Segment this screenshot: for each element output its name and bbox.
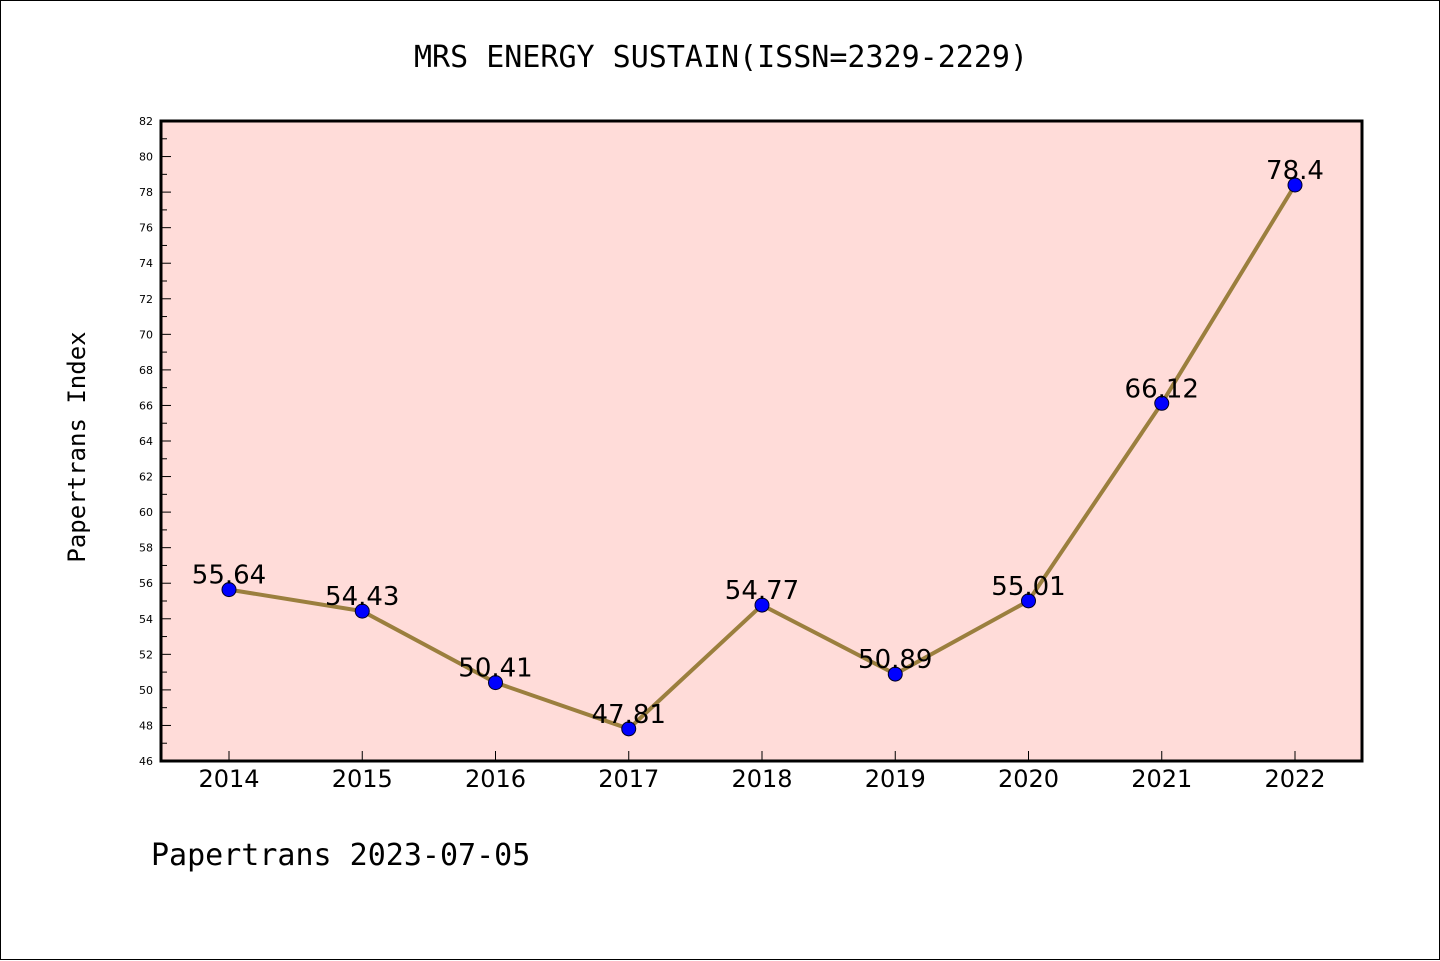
series <box>221 177 1303 737</box>
x-tick-label: 2020 <box>998 765 1059 793</box>
data-point <box>1287 177 1303 193</box>
y-tick-label: 68 <box>139 364 153 377</box>
data-label: 78.4 <box>1266 156 1324 186</box>
y-tick-label: 80 <box>139 151 153 164</box>
plot-area <box>161 121 1362 761</box>
y-tick-label: 72 <box>139 293 153 306</box>
y-tick-label: 64 <box>139 435 153 448</box>
data-label: 55.01 <box>991 572 1065 602</box>
x-axis: 2014 2015 2016 2017 2018 2019 2020 2021 2022 <box>198 751 1326 793</box>
y-tick-label: 46 <box>139 755 153 768</box>
y-tick-label: 54 <box>139 613 153 626</box>
y-tick-label: 58 <box>139 542 153 555</box>
x-tick-label: 2018 <box>731 765 792 793</box>
data-point <box>621 721 637 737</box>
data-label: 66.12 <box>1125 374 1199 404</box>
data-label: 47.81 <box>592 700 666 730</box>
y-tick-label: 60 <box>139 506 153 519</box>
y-tick-label: 70 <box>139 328 153 341</box>
footer-credit: Papertrans 2023-07-05 <box>151 838 530 873</box>
data-labels: 55.64 54.43 50.41 47.81 54.77 50.89 55.01 66.12… <box>192 156 1324 730</box>
data-label: 50.41 <box>458 654 532 684</box>
y-tick-label: 52 <box>139 648 153 661</box>
x-tick-label: 2021 <box>1131 765 1192 793</box>
y-tick-label: 74 <box>139 257 153 270</box>
data-point <box>754 597 770 613</box>
data-point <box>221 582 237 598</box>
x-tick-label: 2014 <box>198 765 259 793</box>
y-tick-label: 50 <box>139 684 153 697</box>
x-tick-label: 2017 <box>598 765 659 793</box>
data-point <box>1021 593 1036 609</box>
x-tick-label: 2022 <box>1264 765 1325 793</box>
x-tick-label: 2019 <box>865 765 926 793</box>
y-tick-label: 56 <box>139 577 153 590</box>
data-label: 55.64 <box>192 561 266 591</box>
y-tick-label: 62 <box>139 471 153 484</box>
y-tick-label: 48 <box>139 719 153 732</box>
x-tick-label: 2015 <box>332 765 393 793</box>
data-point <box>488 675 503 691</box>
plot-border <box>159 119 1364 763</box>
data-label: 54.43 <box>325 582 399 612</box>
y-tick-label: 78 <box>139 186 153 199</box>
data-point <box>354 603 370 619</box>
x-tick-label: 2016 <box>465 765 526 793</box>
y-tick-label: 66 <box>139 399 153 412</box>
data-label: 54.77 <box>725 576 799 606</box>
y-axis-label: Papertrans Index <box>63 331 91 562</box>
data-point <box>1154 395 1170 411</box>
y-axis: 46 48 50 52 54 56 58 60 62 64 66 68 70 72 74 76 78 80 82 <box>139 115 171 768</box>
y-tick-label: 82 <box>139 115 153 128</box>
y-tick-label: 76 <box>139 222 153 235</box>
data-point <box>887 666 903 682</box>
data-label: 50.89 <box>858 645 932 675</box>
chart-title: MRS ENERGY SUSTAIN(ISSN=2329-2229) <box>414 40 1028 75</box>
